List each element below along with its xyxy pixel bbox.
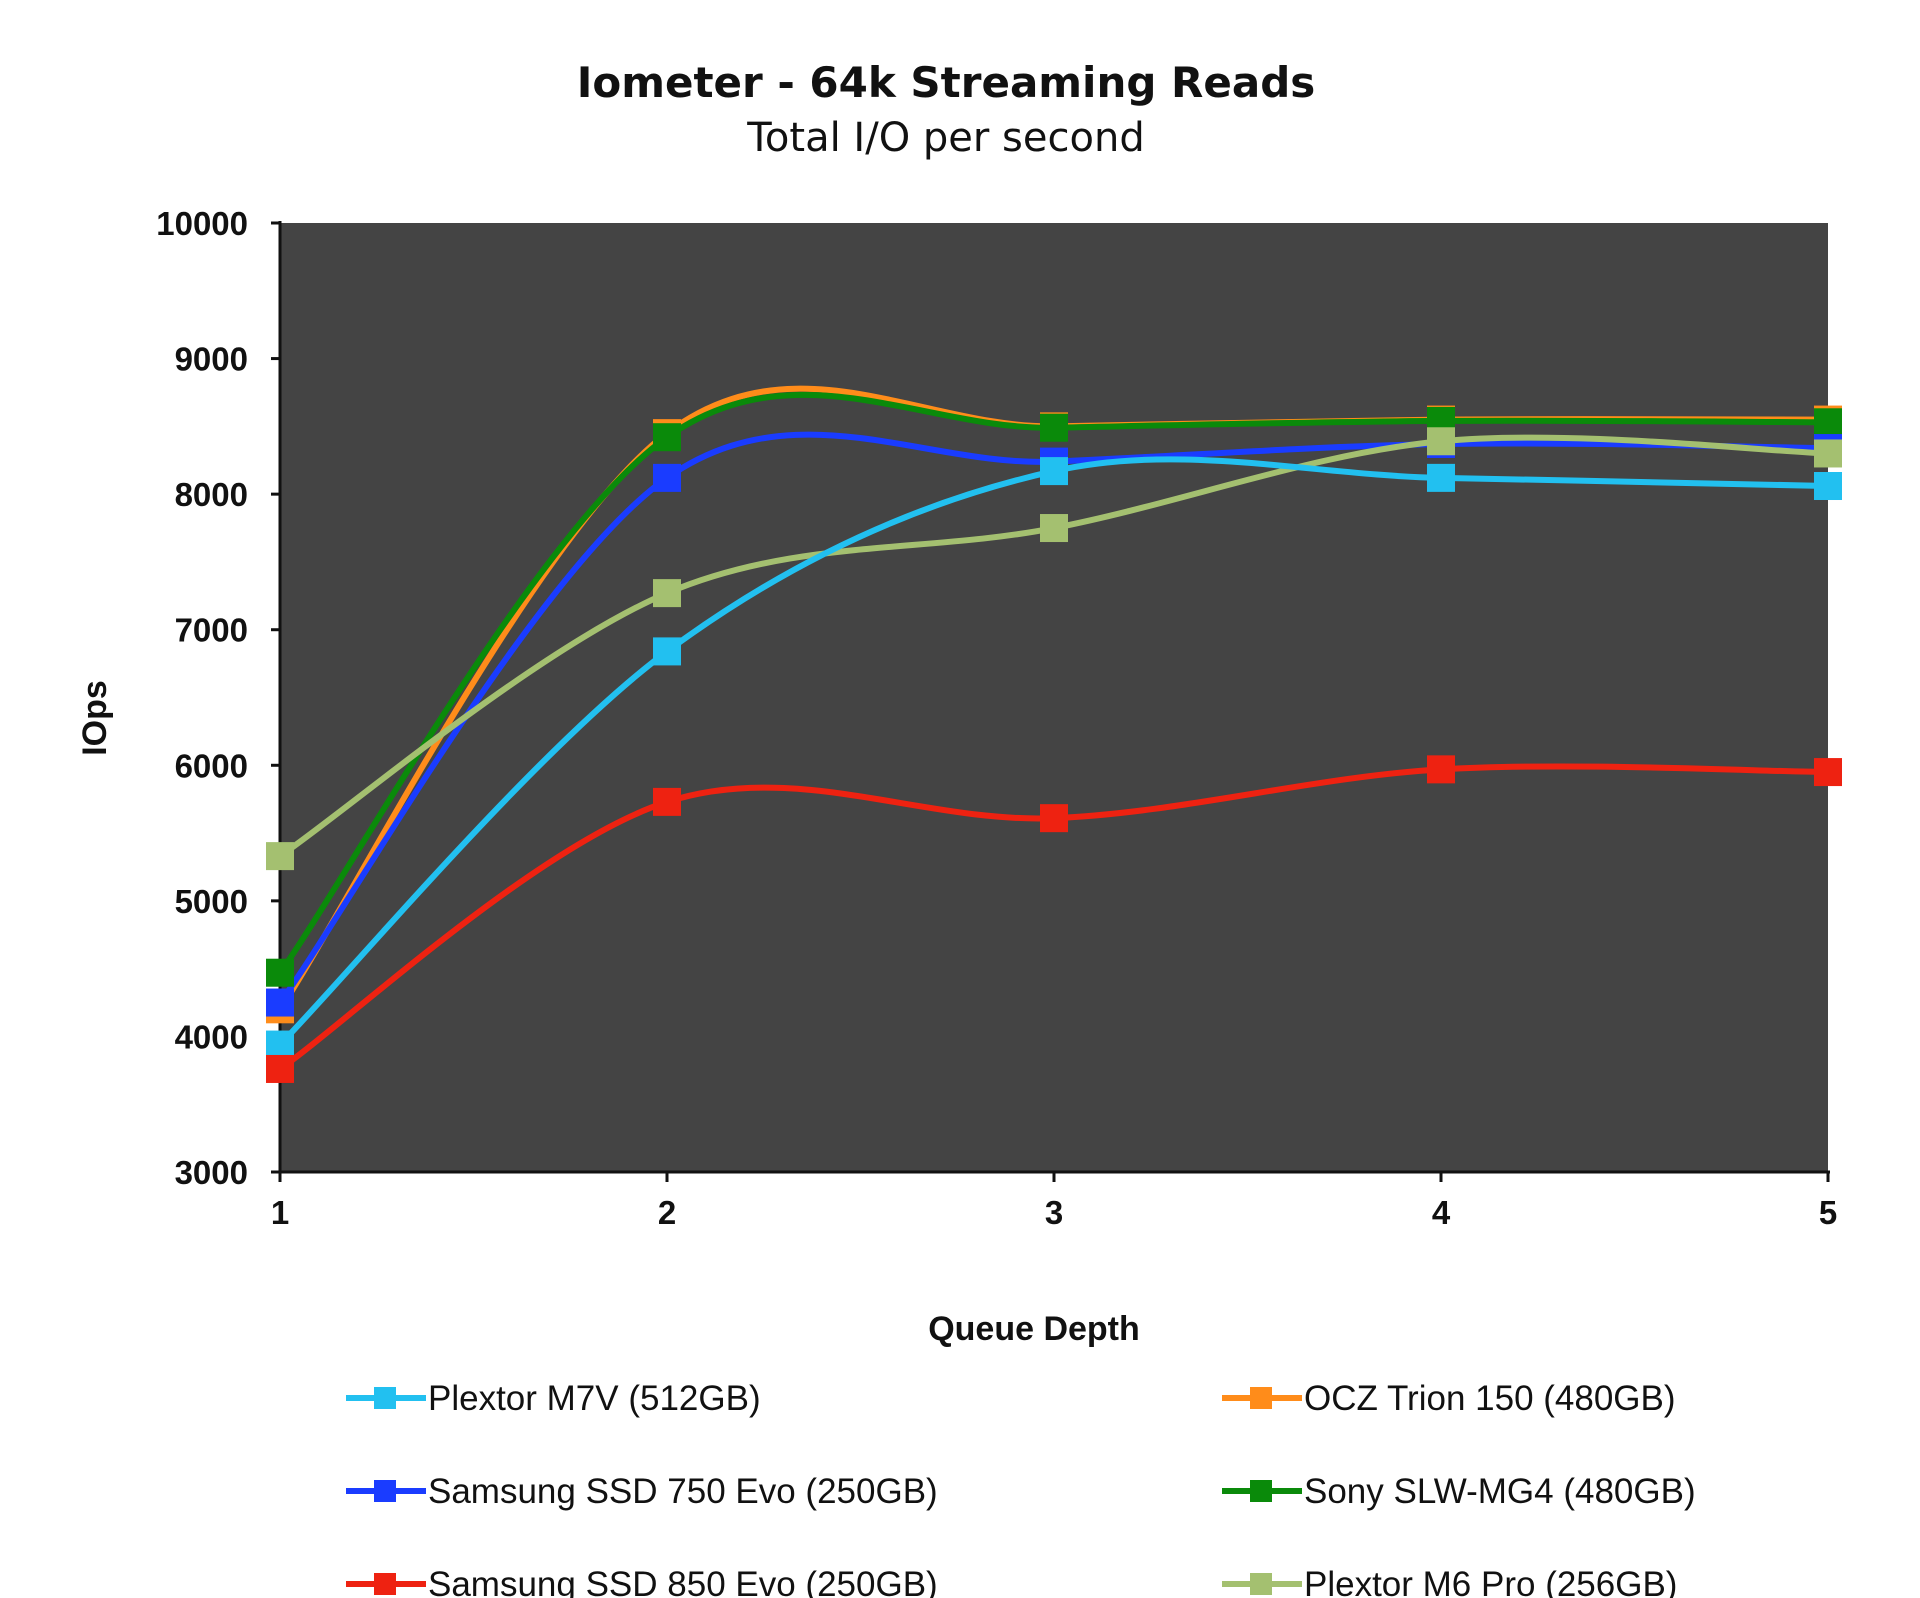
- data-point: [266, 958, 294, 987]
- x-tick-label: 5: [1819, 1194, 1837, 1231]
- data-point: [266, 1054, 294, 1083]
- y-tick-label: 6000: [175, 747, 248, 784]
- y-tick-label: 7000: [175, 612, 248, 649]
- y-tick-label: 9000: [175, 341, 248, 378]
- y-axis-label: IOps: [76, 680, 114, 756]
- data-point: [266, 1030, 294, 1059]
- y-tick-label: 3000: [175, 1154, 248, 1191]
- data-point: [1814, 758, 1842, 787]
- y-tick-label: 8000: [175, 476, 248, 513]
- data-point: [1814, 472, 1842, 501]
- series-markers: [266, 405, 1842, 1083]
- y-tick-label: 5000: [175, 883, 248, 920]
- x-tick-label: 1: [271, 1194, 289, 1231]
- x-axis-label: Queue Depth: [928, 1310, 1140, 1348]
- plot-area: [280, 223, 1828, 1172]
- x-tick-label: 2: [658, 1194, 676, 1231]
- legend-swatch-marker: [1250, 1387, 1272, 1409]
- series-line: [277, 391, 1831, 976]
- legend-swatch-marker: [374, 1480, 396, 1502]
- legend-entry: Samsung SSD 850 Evo (250GB): [428, 1565, 938, 1598]
- data-point: [266, 842, 294, 871]
- data-point: [1814, 439, 1842, 468]
- data-point: [1427, 427, 1455, 456]
- data-point: [1427, 755, 1455, 784]
- legend-entry: Samsung SSD 750 Evo (250GB): [428, 1472, 938, 1511]
- series-lines: [277, 385, 1831, 1072]
- data-point: [266, 988, 294, 1017]
- data-point: [653, 787, 681, 816]
- axes: 3000 4000 5000 6000 7000 8000 9000 10000 1 2 3 4 5: [156, 205, 1837, 1231]
- legend-swatch-marker: [1250, 1480, 1272, 1502]
- legend-swatch-marker: [1250, 1573, 1272, 1595]
- data-point: [653, 463, 681, 492]
- chart-subtitle: Total I/O per second: [746, 115, 1144, 161]
- y-tick-label: 10000: [156, 205, 248, 242]
- legend-entry: OCZ Trion 150 (480GB): [1304, 1379, 1676, 1418]
- legend: Plextor M7V (512GB) OCZ Trion 150 (480GB)…: [346, 1379, 1696, 1598]
- y-tick-label: 4000: [175, 1018, 248, 1055]
- legend-entry: Plextor M6 Pro (256GB): [1304, 1565, 1677, 1598]
- data-point: [1040, 804, 1068, 833]
- legend-entry: Sony SLW-MG4 (480GB): [1304, 1472, 1696, 1511]
- series-line: [277, 456, 1831, 1048]
- legend-swatch-marker: [374, 1387, 396, 1409]
- data-point: [1814, 408, 1842, 437]
- legend-swatch-marker: [374, 1573, 396, 1595]
- x-tick-label: 4: [1432, 1194, 1451, 1231]
- data-point: [653, 637, 681, 666]
- legend-entry: Plextor M7V (512GB): [428, 1379, 761, 1418]
- series-line: [277, 431, 1831, 1006]
- data-point: [1040, 413, 1068, 442]
- data-point: [1040, 514, 1068, 543]
- data-point: [653, 579, 681, 608]
- chart-title: Iometer - 64k Streaming Reads: [577, 58, 1316, 107]
- data-point: [1040, 457, 1068, 486]
- data-point: [653, 423, 681, 452]
- data-point: [1427, 463, 1455, 492]
- x-tick-label: 3: [1045, 1194, 1063, 1231]
